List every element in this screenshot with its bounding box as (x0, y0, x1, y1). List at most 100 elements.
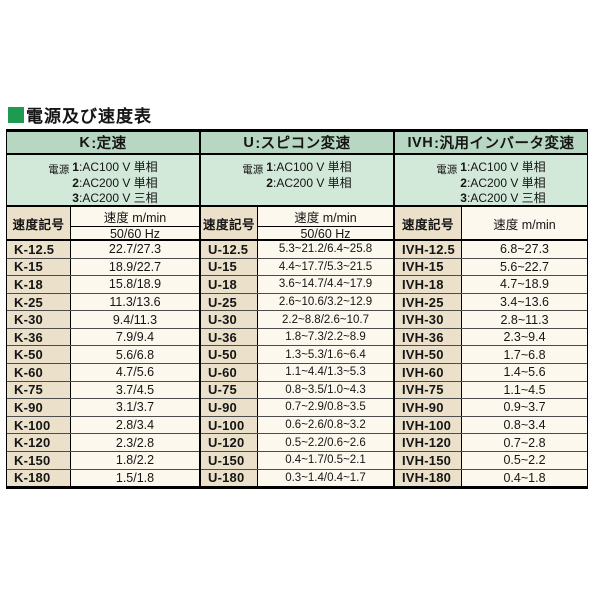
section-ivh-column-headers: 速度記号 速度 m/min (395, 207, 587, 241)
power-label: 電源 (436, 164, 458, 176)
section-k-power-lines: 1:AC100 V 単相 2:AC200 V 単相 3:AC200 V 三相 (72, 160, 157, 205)
speed-value-cell: 0.8~3.4 (462, 416, 587, 434)
speed-code-cell: U-50 (201, 346, 258, 364)
speed-code-cell: K-150 (7, 451, 71, 469)
speed-value-cell: 0.3~1.4/0.4~1.7 (258, 469, 393, 487)
speed-code-cell: K-180 (7, 469, 71, 487)
table-row: IVH-25 3.4~13.6 (395, 293, 587, 312)
table-row: U-100 0.6~2.6/0.8~3.2 (201, 416, 393, 435)
table-row: U-50 1.3~5.3/1.6~6.4 (201, 346, 393, 365)
table-row: K-18 15.8/18.9 (7, 276, 199, 294)
power-line: 3:AC200 V 三相 (460, 191, 546, 205)
section-ivh: IVH:汎用インバータ変速 電源 1:AC100 V 単相 2:AC200 V 単… (393, 132, 587, 487)
speed-code-cell: IVH-30 (395, 311, 462, 328)
page-title-text: 電源及び速度表 (26, 107, 152, 126)
table-row: IVH-100 0.8~3.4 (395, 416, 587, 435)
speed-value-cell: 2.6~10.6/3.2~12.9 (258, 293, 393, 311)
table-row: U-180 0.3~1.4/0.4~1.7 (201, 469, 393, 487)
section-k-column-headers: 速度記号 速度 m/min 50/60 Hz (7, 207, 199, 241)
speed-code-cell: K-120 (7, 434, 71, 451)
speed-value-cell: 0.5~2.2 (462, 451, 587, 469)
speed-code-cell: U-90 (201, 399, 258, 416)
page-title: 電源及び速度表 (8, 102, 152, 127)
speed-value-cell: 2.3~9.4 (462, 328, 587, 346)
speed-value-cell: 3.4~13.6 (462, 293, 587, 311)
section-k-power-info: 電源 1:AC100 V 単相 2:AC200 V 単相 3:AC200 V 三相 (7, 155, 199, 207)
speed-value-cell: 2.8/3.4 (71, 416, 199, 434)
speed-code-cell: K-18 (7, 276, 71, 293)
table-row: U-30 2.2~8.8/2.6~10.7 (201, 311, 393, 329)
section-k-title-text: :定速 (91, 136, 127, 152)
table-row: K-180 1.5/1.8 (7, 469, 199, 487)
speed-code-cell: K-30 (7, 311, 71, 328)
speed-value-cell: 0.9~3.7 (462, 399, 587, 416)
speed-value-cell: 1.8/2.2 (71, 451, 199, 469)
speed-code-cell: U-100 (201, 416, 258, 434)
speed-value-cell: 0.4~1.7/0.5~2.1 (258, 451, 393, 469)
section-k-rows: K-12.5 22.7/27.3 K-15 18.9/22.7 K-18 15.8/18.… (7, 241, 199, 487)
power-label: 電源 (242, 164, 264, 176)
section-u-power-lines: 1:AC100 V 単相 2:AC200 V 単相 (266, 160, 351, 205)
speed-header-group: 速度 m/min (462, 207, 587, 239)
speed-value-cell: 2.8~11.3 (462, 311, 587, 328)
speed-code-cell: U-60 (201, 364, 258, 381)
table-row: IVH-15 5.6~22.7 (395, 258, 587, 277)
speed-code-cell: K-50 (7, 346, 71, 364)
section-ivh-power-lines: 1:AC100 V 単相 2:AC200 V 単相 3:AC200 V 三相 (460, 160, 545, 205)
section-ivh-title-text: :汎用インバータ変速 (434, 136, 575, 152)
speed-value-cell: 0.7~2.8 (462, 434, 587, 451)
speed-value-cell: 1.3~5.3/1.6~6.4 (258, 346, 393, 364)
speed-unit-header: 速度 m/min (71, 207, 199, 227)
power-line: 1:AC100 V 単相 (72, 160, 158, 174)
speed-code-cell: IVH-12.5 (395, 241, 462, 258)
speed-code-cell: IVH-75 (395, 381, 462, 399)
speed-unit-header: 速度 m/min (493, 217, 556, 232)
table-row: IVH-75 1.1~4.5 (395, 381, 587, 400)
speed-value-cell: 1.1~4.4/1.3~5.3 (258, 364, 393, 381)
power-line: 2:AC200 V 単相 (266, 175, 352, 190)
speed-code-cell: IVH-60 (395, 364, 462, 381)
table-row: U-36 1.8~7.3/2.2~8.9 (201, 328, 393, 347)
speed-value-cell: 2.3/2.8 (71, 434, 199, 451)
speed-code-cell: IVH-25 (395, 293, 462, 311)
table-row: U-60 1.1~4.4/1.3~5.3 (201, 364, 393, 382)
table-row: K-25 11.3/13.6 (7, 293, 199, 312)
speed-value-cell: 4.7/5.6 (71, 364, 199, 381)
speed-code-cell: K-12.5 (7, 241, 71, 258)
section-ivh-prefix: IVH (407, 134, 434, 151)
speed-value-cell: 0.6~2.6/0.8~3.2 (258, 416, 393, 434)
speed-value-cell: 1.4~5.6 (462, 364, 587, 381)
table-row: U-120 0.5~2.2/0.6~2.6 (201, 434, 393, 452)
speed-code-cell: U-75 (201, 381, 258, 399)
table-row: U-12.5 5.3~21.2/6.4~25.8 (201, 241, 393, 259)
table-row: IVH-36 2.3~9.4 (395, 328, 587, 347)
speed-value-cell: 18.9/22.7 (71, 258, 199, 276)
section-u-rows: U-12.5 5.3~21.2/6.4~25.8 U-15 4.4~17.7/5.3~… (201, 241, 393, 487)
speed-code-cell: IVH-120 (395, 434, 462, 451)
table-row: IVH-180 0.4~1.8 (395, 469, 587, 487)
speed-code-cell: IVH-100 (395, 416, 462, 434)
speed-code-header: 速度記号 (201, 207, 258, 239)
power-line: 3:AC200 V 三相 (72, 191, 158, 205)
speed-value-cell: 1.8~7.3/2.2~8.9 (258, 328, 393, 346)
speed-value-cell: 3.7/4.5 (71, 381, 199, 399)
speed-code-cell: U-12.5 (201, 241, 258, 258)
frequency-subheader: 50/60 Hz (109, 227, 161, 241)
title-bullet-icon (8, 106, 24, 123)
table-row: K-90 3.1/3.7 (7, 399, 199, 417)
speed-code-cell: U-30 (201, 311, 258, 328)
table-row: U-75 0.8~3.5/1.0~4.3 (201, 381, 393, 400)
speed-value-cell: 3.6~14.7/4.4~17.9 (258, 276, 393, 293)
power-line: 2:AC200 V 単相 (460, 175, 546, 190)
speed-code-cell: IVH-180 (395, 469, 462, 487)
speed-code-cell: U-180 (201, 469, 258, 487)
table-row: K-150 1.8/2.2 (7, 451, 199, 470)
speed-value-cell: 0.7~2.9/0.8~3.5 (258, 399, 393, 416)
table-row: IVH-90 0.9~3.7 (395, 399, 587, 417)
speed-code-cell: K-100 (7, 416, 71, 434)
speed-code-cell: IVH-36 (395, 328, 462, 346)
section-k-title: K:定速 (7, 132, 199, 155)
speed-code-cell: K-15 (7, 258, 71, 276)
speed-value-cell: 1.7~6.8 (462, 346, 587, 364)
